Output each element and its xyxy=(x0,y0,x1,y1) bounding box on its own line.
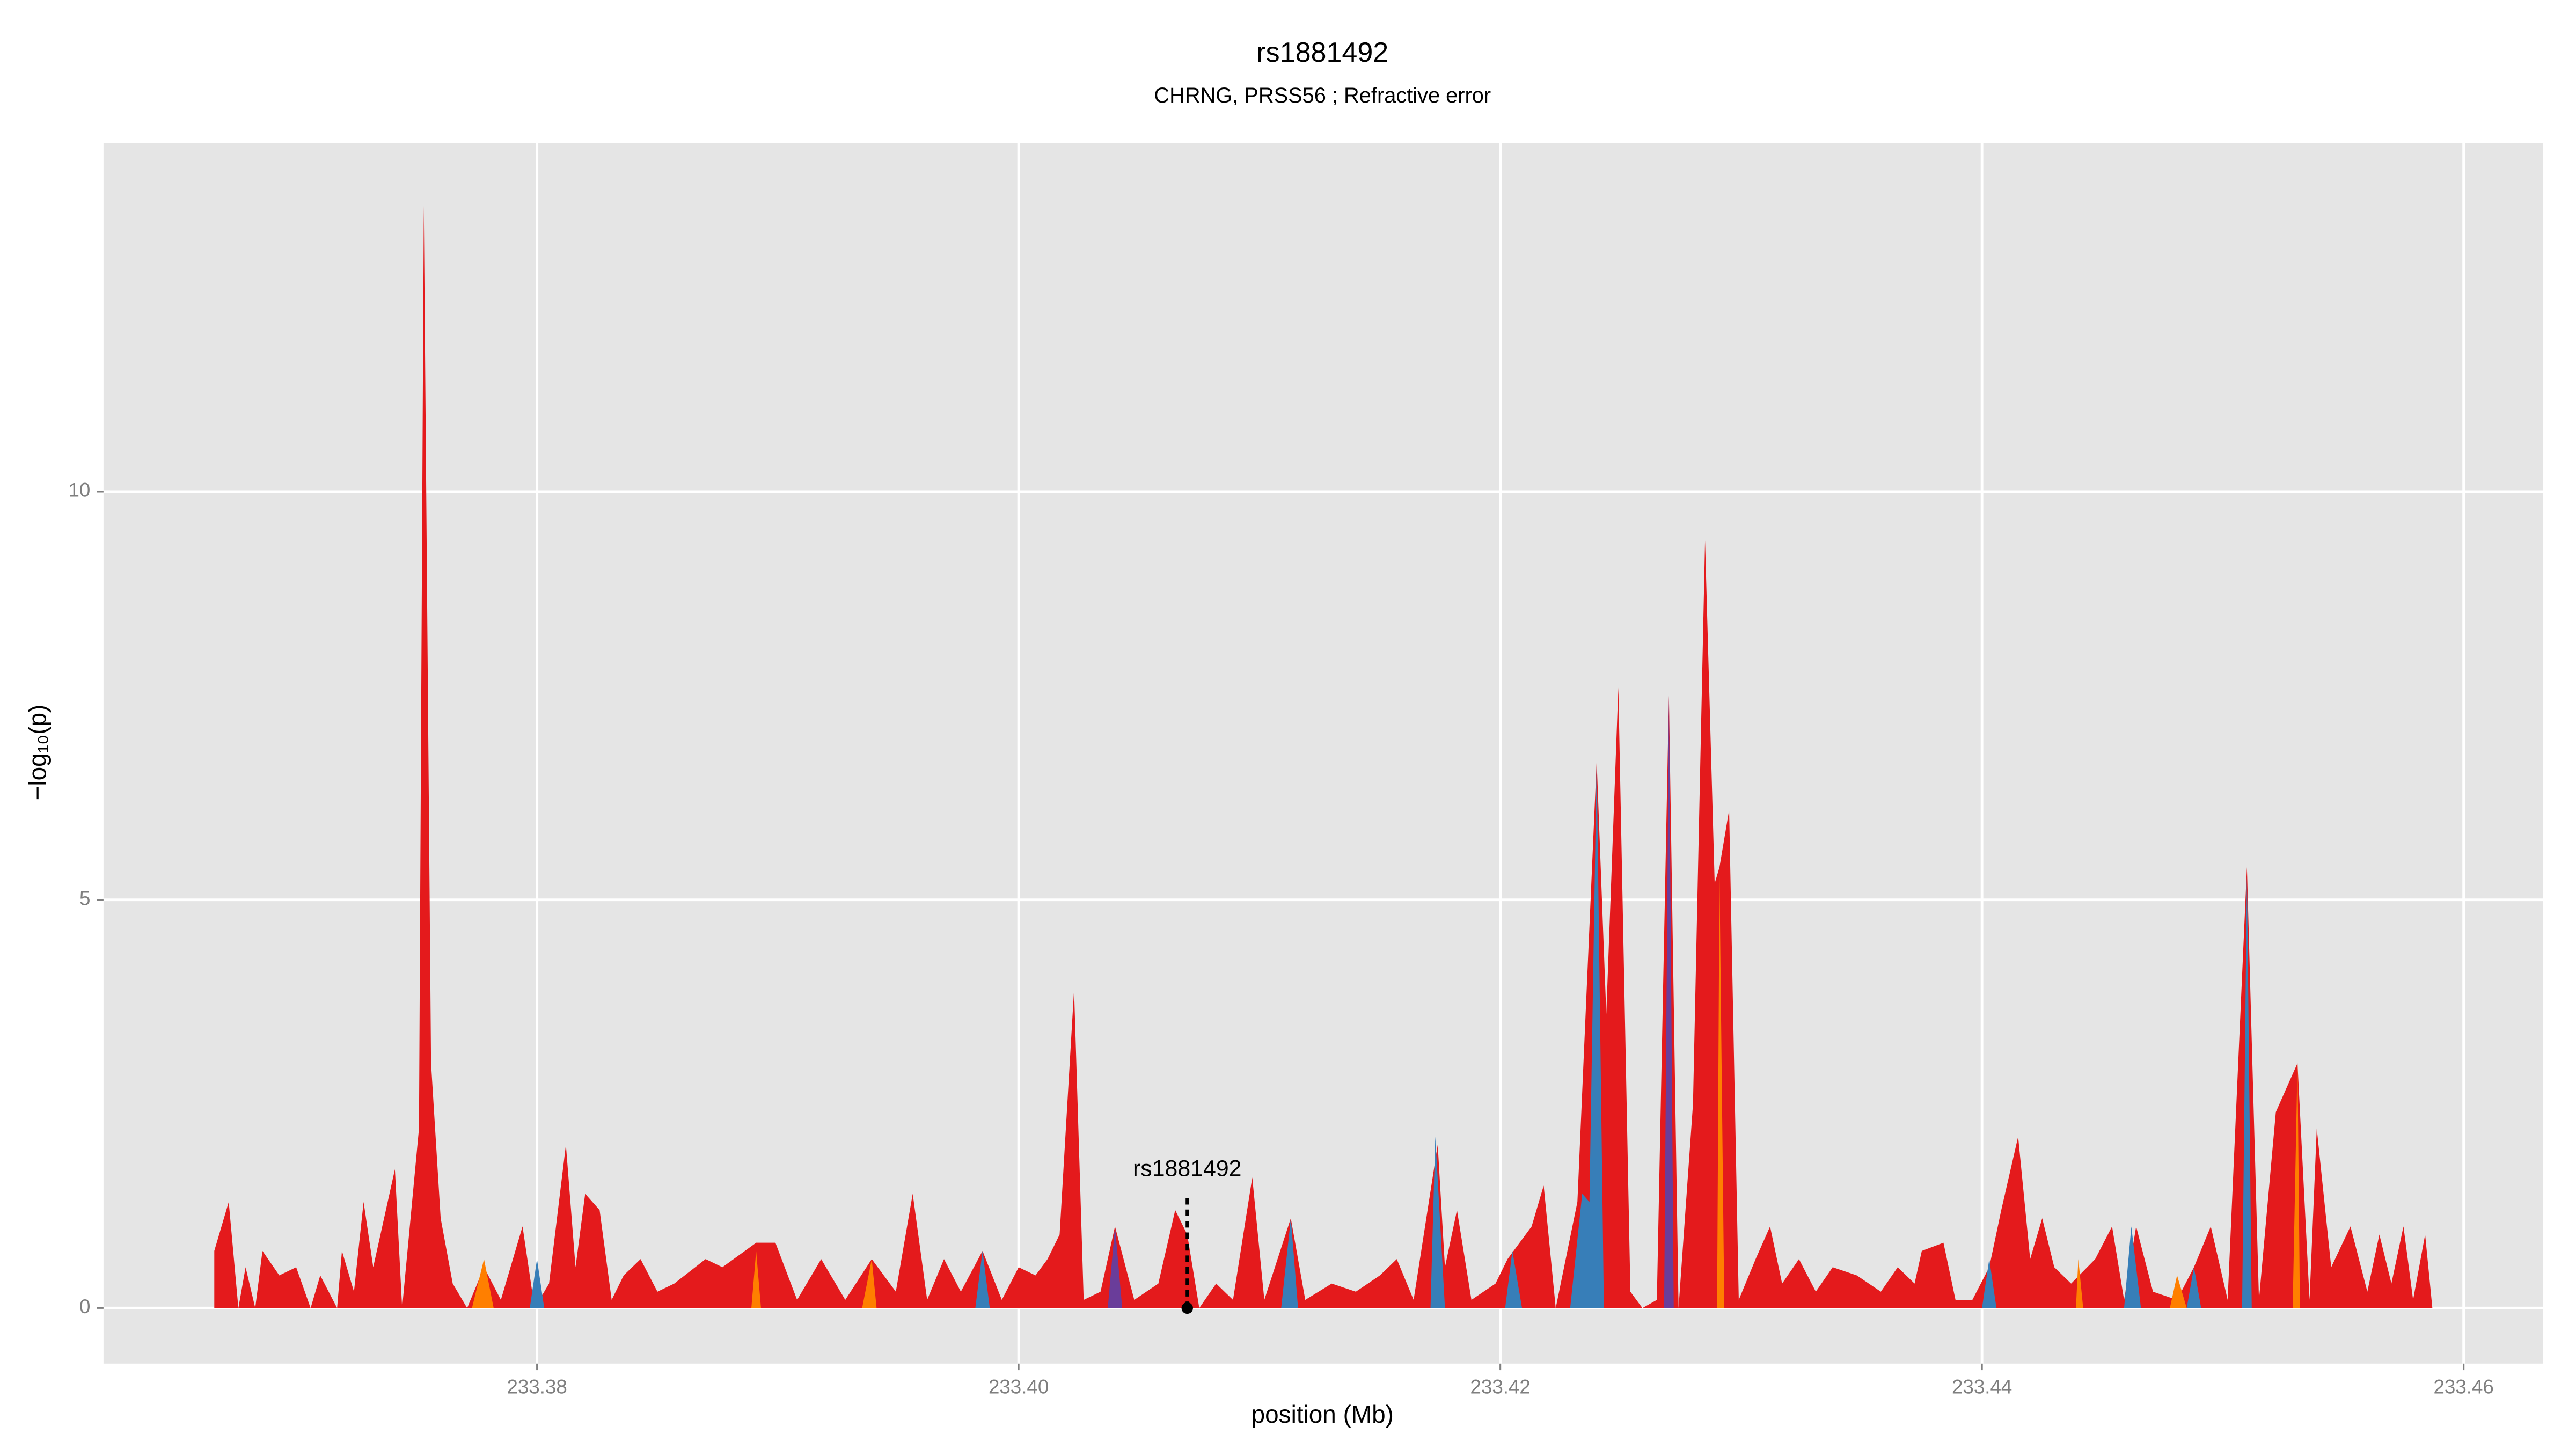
chart-title: rs1881492 xyxy=(1256,37,1388,68)
x-tick-label: 233.46 xyxy=(2434,1375,2494,1397)
y-tick-label: 10 xyxy=(69,479,91,501)
x-axis-label: position (Mb) xyxy=(1252,1400,1394,1428)
y-tick-label: 5 xyxy=(79,887,90,909)
highlight-point xyxy=(1181,1302,1193,1314)
x-tick-label: 233.44 xyxy=(1952,1375,2012,1397)
highlight-label: rs1881492 xyxy=(1133,1156,1241,1182)
y-tick-label: 0 xyxy=(79,1296,90,1318)
chart-subtitle: CHRNG, PRSS56 ; Refractive error xyxy=(1154,84,1491,107)
x-tick-label: 233.40 xyxy=(989,1375,1049,1397)
y-axis-label: −log₁₀(p) xyxy=(24,705,52,801)
plot-panel xyxy=(103,143,2543,1364)
area xyxy=(214,206,2433,1308)
x-tick-label: 233.42 xyxy=(1470,1375,1530,1397)
marks xyxy=(214,206,2433,1308)
x-tick-label: 233.38 xyxy=(507,1375,567,1397)
